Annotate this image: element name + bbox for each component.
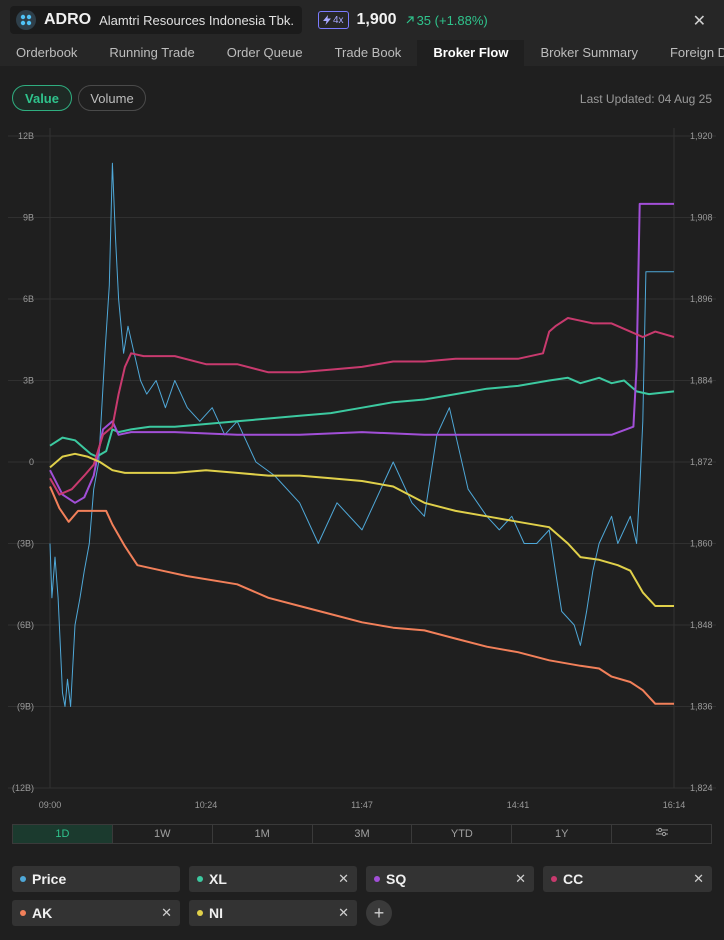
remove-icon[interactable]: ✕ — [338, 871, 349, 886]
y-left-tick-label: 6B — [23, 294, 34, 304]
series-chip-label: XL — [209, 871, 227, 887]
price-change-text: 35 (+1.88%) — [416, 12, 488, 28]
series-color-dot — [20, 910, 26, 916]
series-line-ni — [49, 452, 674, 607]
series-line-cc — [49, 317, 675, 496]
y-left-tick-label: 9B — [23, 213, 34, 223]
series-chip-label: SQ — [386, 871, 407, 887]
series-chip-ak[interactable]: AK ✕ — [12, 900, 180, 926]
series-chip-label: Price — [32, 871, 67, 887]
range-1m[interactable]: 1M — [213, 825, 313, 843]
range-ytd[interactable]: YTD — [412, 825, 513, 843]
logo-icon — [20, 14, 32, 26]
y-right-tick-label: 1,848 — [690, 620, 713, 630]
series-color-dot — [197, 910, 203, 916]
x-tick-label: 16:14 — [663, 800, 686, 810]
leverage-text: 4x — [332, 14, 344, 26]
last-price: 1,900 — [356, 11, 397, 28]
range-1y[interactable]: 1Y — [512, 825, 613, 843]
symbol-box: ADRO Alamtri Resources Indonesia Tbk. — [10, 6, 302, 34]
y-right-tick-label: 1,872 — [690, 457, 713, 467]
tab-bar: Orderbook Running Trade Order Queue Trade B… — [0, 40, 724, 66]
series-chip-sq[interactable]: SQ ✕ — [366, 866, 534, 892]
tab-order-queue[interactable]: Order Queue — [226, 45, 303, 60]
y-right-tick-label: 1,836 — [690, 702, 713, 712]
x-tick-label: 09:00 — [39, 800, 62, 810]
broker-flow-chart: 12B 1,920 9B 1,908 6B 1,896 3B 1,884 0 1,872 (3B) 1… — [8, 128, 716, 810]
y-right-tick-label: 1,884 — [690, 376, 713, 386]
x-tick-label: 10:24 — [195, 800, 218, 810]
y-left-tick-label: 0 — [29, 457, 34, 467]
series-chip-cc[interactable]: CC ✕ — [543, 866, 712, 892]
series-line-sq — [49, 202, 674, 504]
y-left-tick-label: 12B — [18, 131, 34, 141]
series-color-dot — [551, 876, 557, 882]
sliders-icon[interactable] — [612, 825, 711, 843]
y-left-tick-label: 3B — [23, 376, 34, 386]
y-right-tick-label: 1,824 — [690, 783, 713, 793]
y-left-tick-label: (6B) — [17, 620, 34, 630]
y-left-tick-label: (12B) — [12, 783, 34, 793]
range-selector: 1D 1W 1M 3M YTD 1Y — [12, 824, 712, 844]
x-tick-label: 11:47 — [351, 800, 373, 810]
series-line-ak — [49, 486, 674, 705]
arrow-up-right-icon — [406, 16, 414, 24]
ticker-symbol: ADRO — [44, 11, 92, 28]
add-series-button[interactable]: + — [366, 900, 392, 926]
last-updated: Last Updated: 04 Aug 25 — [579, 92, 712, 106]
leverage-badge: 4x — [317, 11, 349, 29]
company-name: Alamtri Resources Indonesia Tbk. — [99, 12, 294, 28]
series-chip-label: CC — [563, 871, 584, 887]
range-1d[interactable]: 1D — [13, 825, 113, 843]
remove-icon[interactable]: ✕ — [161, 905, 172, 920]
range-3m[interactable]: 3M — [313, 825, 413, 843]
y-right-tick-label: 1,860 — [690, 539, 713, 549]
company-logo — [16, 10, 36, 30]
remove-icon[interactable]: ✕ — [338, 905, 349, 920]
series-chip-price[interactable]: Price — [12, 866, 180, 892]
remove-icon[interactable]: ✕ — [515, 871, 526, 886]
tab-orderbook[interactable]: Orderbook — [16, 45, 78, 60]
stock-header: ADRO Alamtri Resources Indonesia Tbk. 4x… — [0, 0, 724, 40]
series-chip-label: AK — [32, 905, 53, 921]
y-left-tick-label: (9B) — [17, 702, 34, 712]
series-chip-label: NI — [209, 905, 223, 921]
tab-broker-flow[interactable]: Broker Flow — [417, 40, 525, 66]
series-chip-xl[interactable]: XL ✕ — [189, 866, 357, 892]
price-change: 35 (+1.88%) — [405, 13, 488, 28]
series-color-dot — [197, 876, 203, 882]
series-color-dot — [374, 876, 380, 882]
series-color-dot — [20, 876, 26, 882]
x-tick-label: 14:41 — [507, 800, 530, 810]
y-right-tick-label: 1,908 — [690, 213, 713, 223]
y-right-tick-label: 1,896 — [690, 294, 713, 304]
tab-foreign-domestic[interactable]: Foreign Domestic — [669, 45, 724, 60]
y-right-tick-label: 1,920 — [690, 131, 713, 141]
lightning-icon — [322, 15, 331, 25]
tab-broker-summary[interactable]: Broker Summary — [540, 45, 638, 60]
range-1w[interactable]: 1W — [113, 825, 213, 843]
remove-icon[interactable]: ✕ — [693, 871, 704, 886]
volume-toggle[interactable]: Volume — [78, 85, 146, 111]
y-left-tick-label: (3B) — [17, 539, 34, 549]
series-line-xl — [49, 376, 675, 458]
tab-trade-book[interactable]: Trade Book — [334, 45, 402, 60]
series-chip-ni[interactable]: NI ✕ — [189, 900, 357, 926]
value-toggle[interactable]: Value — [12, 85, 72, 111]
series-line-price — [49, 162, 674, 707]
close-icon[interactable]: ✕ — [692, 13, 706, 30]
tab-running-trade[interactable]: Running Trade — [109, 45, 195, 60]
